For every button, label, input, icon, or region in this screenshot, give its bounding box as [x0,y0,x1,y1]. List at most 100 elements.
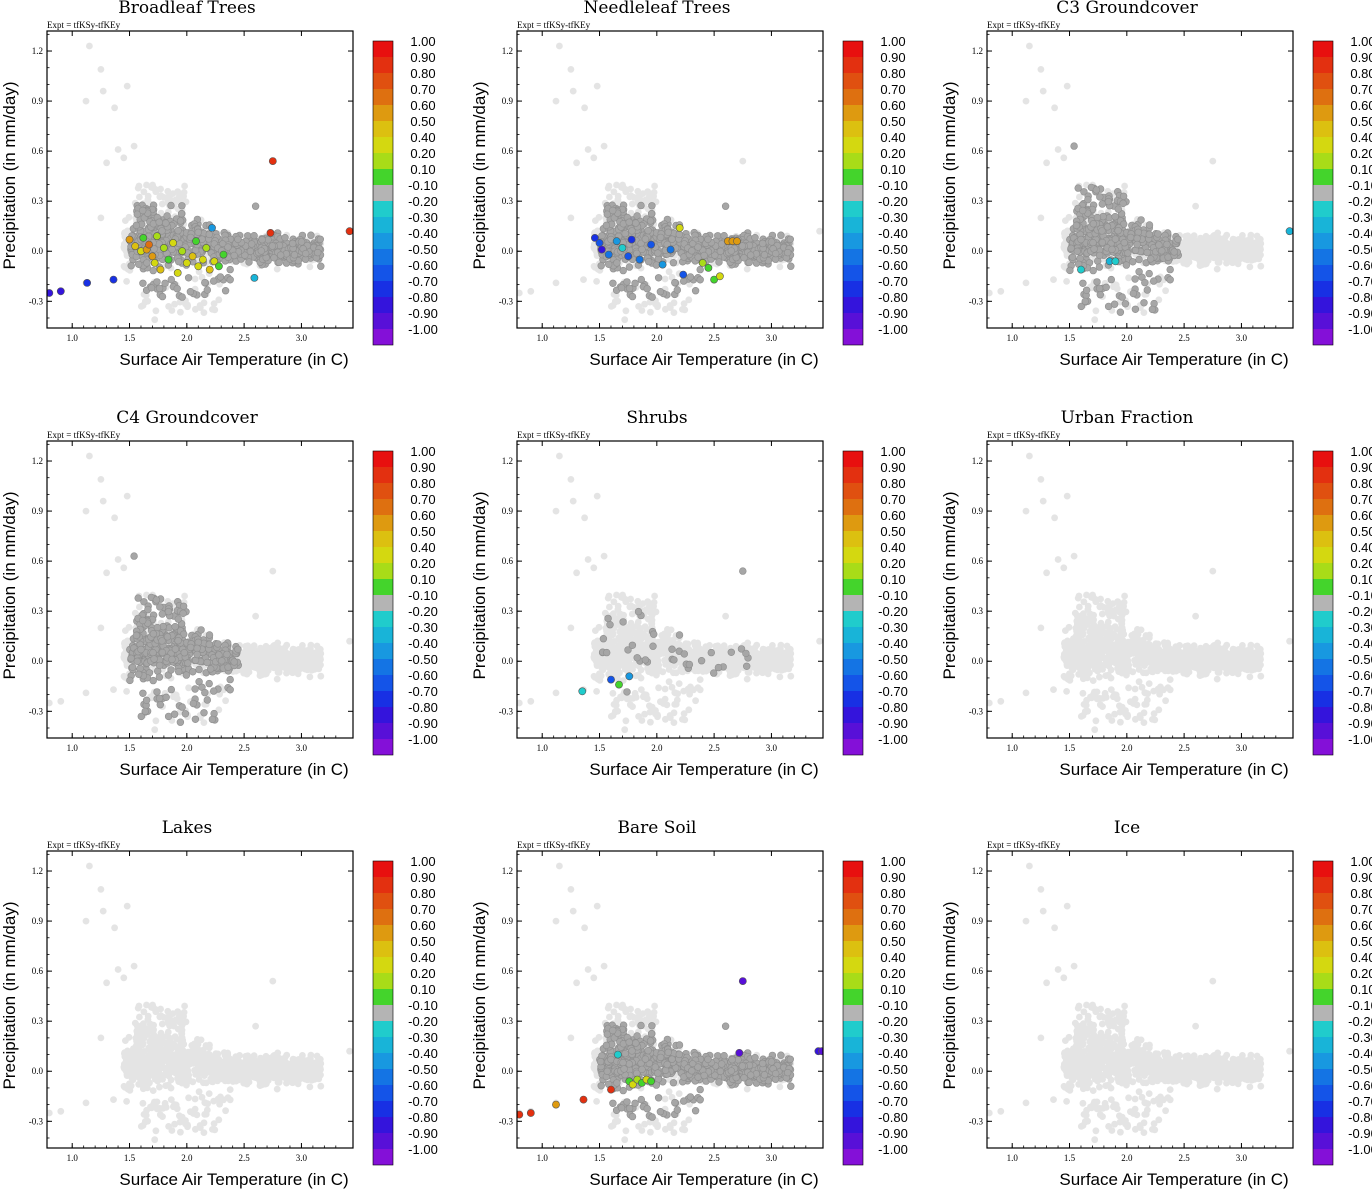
neutral-point [625,284,634,293]
neutral-point [787,262,795,270]
x-axis-label: Surface Air Temperature (in C) [119,350,348,369]
background-point [743,265,751,273]
colorbar-label: 1.00 [880,34,905,49]
background-point [590,154,598,162]
neutral-point [771,249,780,258]
neutral-point [656,288,665,296]
neutral-point [290,251,299,259]
background-point [111,104,118,112]
colorbar-label: -1.00 [878,322,908,337]
neutral-point [314,248,322,257]
neutral-point [135,260,143,268]
neutral-point [186,288,195,296]
neutral-point [654,249,662,257]
neutral-point [613,259,621,267]
background-point [527,287,535,295]
background-point [1231,251,1238,259]
neutral-point [686,273,695,281]
colorbar-label: 0.10 [410,162,435,177]
background-point [609,302,617,309]
data-point [208,223,216,232]
neutral-point [617,284,626,292]
colorbar-label: -0.50 [878,242,908,257]
background-point [776,263,784,271]
neutral-point [691,287,700,295]
neutral-point [178,202,186,210]
y-tick-label: 0.3 [32,196,44,206]
neutral-point [297,238,306,246]
colorbar-label: 0.70 [880,82,905,97]
data-point [666,245,675,254]
background-point [1238,238,1245,246]
neutral-point [216,273,225,281]
background-point [1210,236,1218,244]
background-point [169,190,177,198]
data-point [192,237,200,246]
colorbar-label: -0.80 [878,290,908,305]
neutral-point [277,251,285,259]
neutral-point [679,277,688,285]
neutral-point [316,235,324,244]
background-point [584,146,592,153]
colorbar-segment [373,201,393,217]
background-point [573,159,580,167]
data-point [198,255,207,264]
data-point [214,262,223,271]
colorbar-segment [373,41,393,57]
data-point [647,240,655,249]
colorbar-label: 0.50 [880,114,905,129]
neutral-point [174,227,182,235]
neutral-point [224,243,232,251]
x-tick-label: 2.5 [708,333,720,343]
y-tick-label: 0.3 [502,196,514,206]
background-point [1062,217,1069,225]
background-point [650,192,657,200]
background-point [647,308,654,316]
data-point [47,289,54,297]
neutral-point [758,239,767,248]
neutral-point [221,287,230,295]
background-point [140,188,148,196]
neutral-point [746,251,755,259]
neutral-point [173,285,181,293]
colorbar-label: -0.40 [408,226,438,241]
colorbar-label: 0.90 [410,50,435,65]
background-point [152,307,160,315]
neutral-point [158,292,167,301]
colorbar-segment [843,201,863,217]
background-point [114,146,122,153]
background-point [642,196,650,204]
y-tick-label: 0.0 [502,246,514,256]
background-point [739,157,747,165]
data-point [156,265,165,274]
neutral-point [631,279,639,287]
neutral-point [602,221,611,230]
neutral-point [704,235,712,244]
neutral-point [608,206,617,215]
background-point [156,193,164,201]
background-point [306,263,314,271]
neutral-point [289,239,297,248]
neutral-point [647,210,656,218]
neutral-point [139,279,147,287]
neutral-point [184,274,193,282]
y-tick-label: 1.2 [32,46,43,56]
background-point [123,82,131,90]
expt-label: Expt = tfKSy-tfKEy [517,20,591,30]
colorbar-label: 0.60 [880,98,905,113]
background-point [1185,258,1193,266]
background-point [635,303,642,310]
colorbar-segment [843,73,863,89]
neutral-point [638,245,646,254]
background-point [144,196,152,204]
neutral-point [149,266,157,275]
neutral-point [155,218,163,226]
background-point [130,142,138,150]
background-point [172,196,180,204]
neutral-point [777,231,785,239]
neutral-point [700,251,708,260]
neutral-point [760,251,769,259]
background-point [593,278,600,285]
colorbar-label: -0.30 [878,210,908,225]
